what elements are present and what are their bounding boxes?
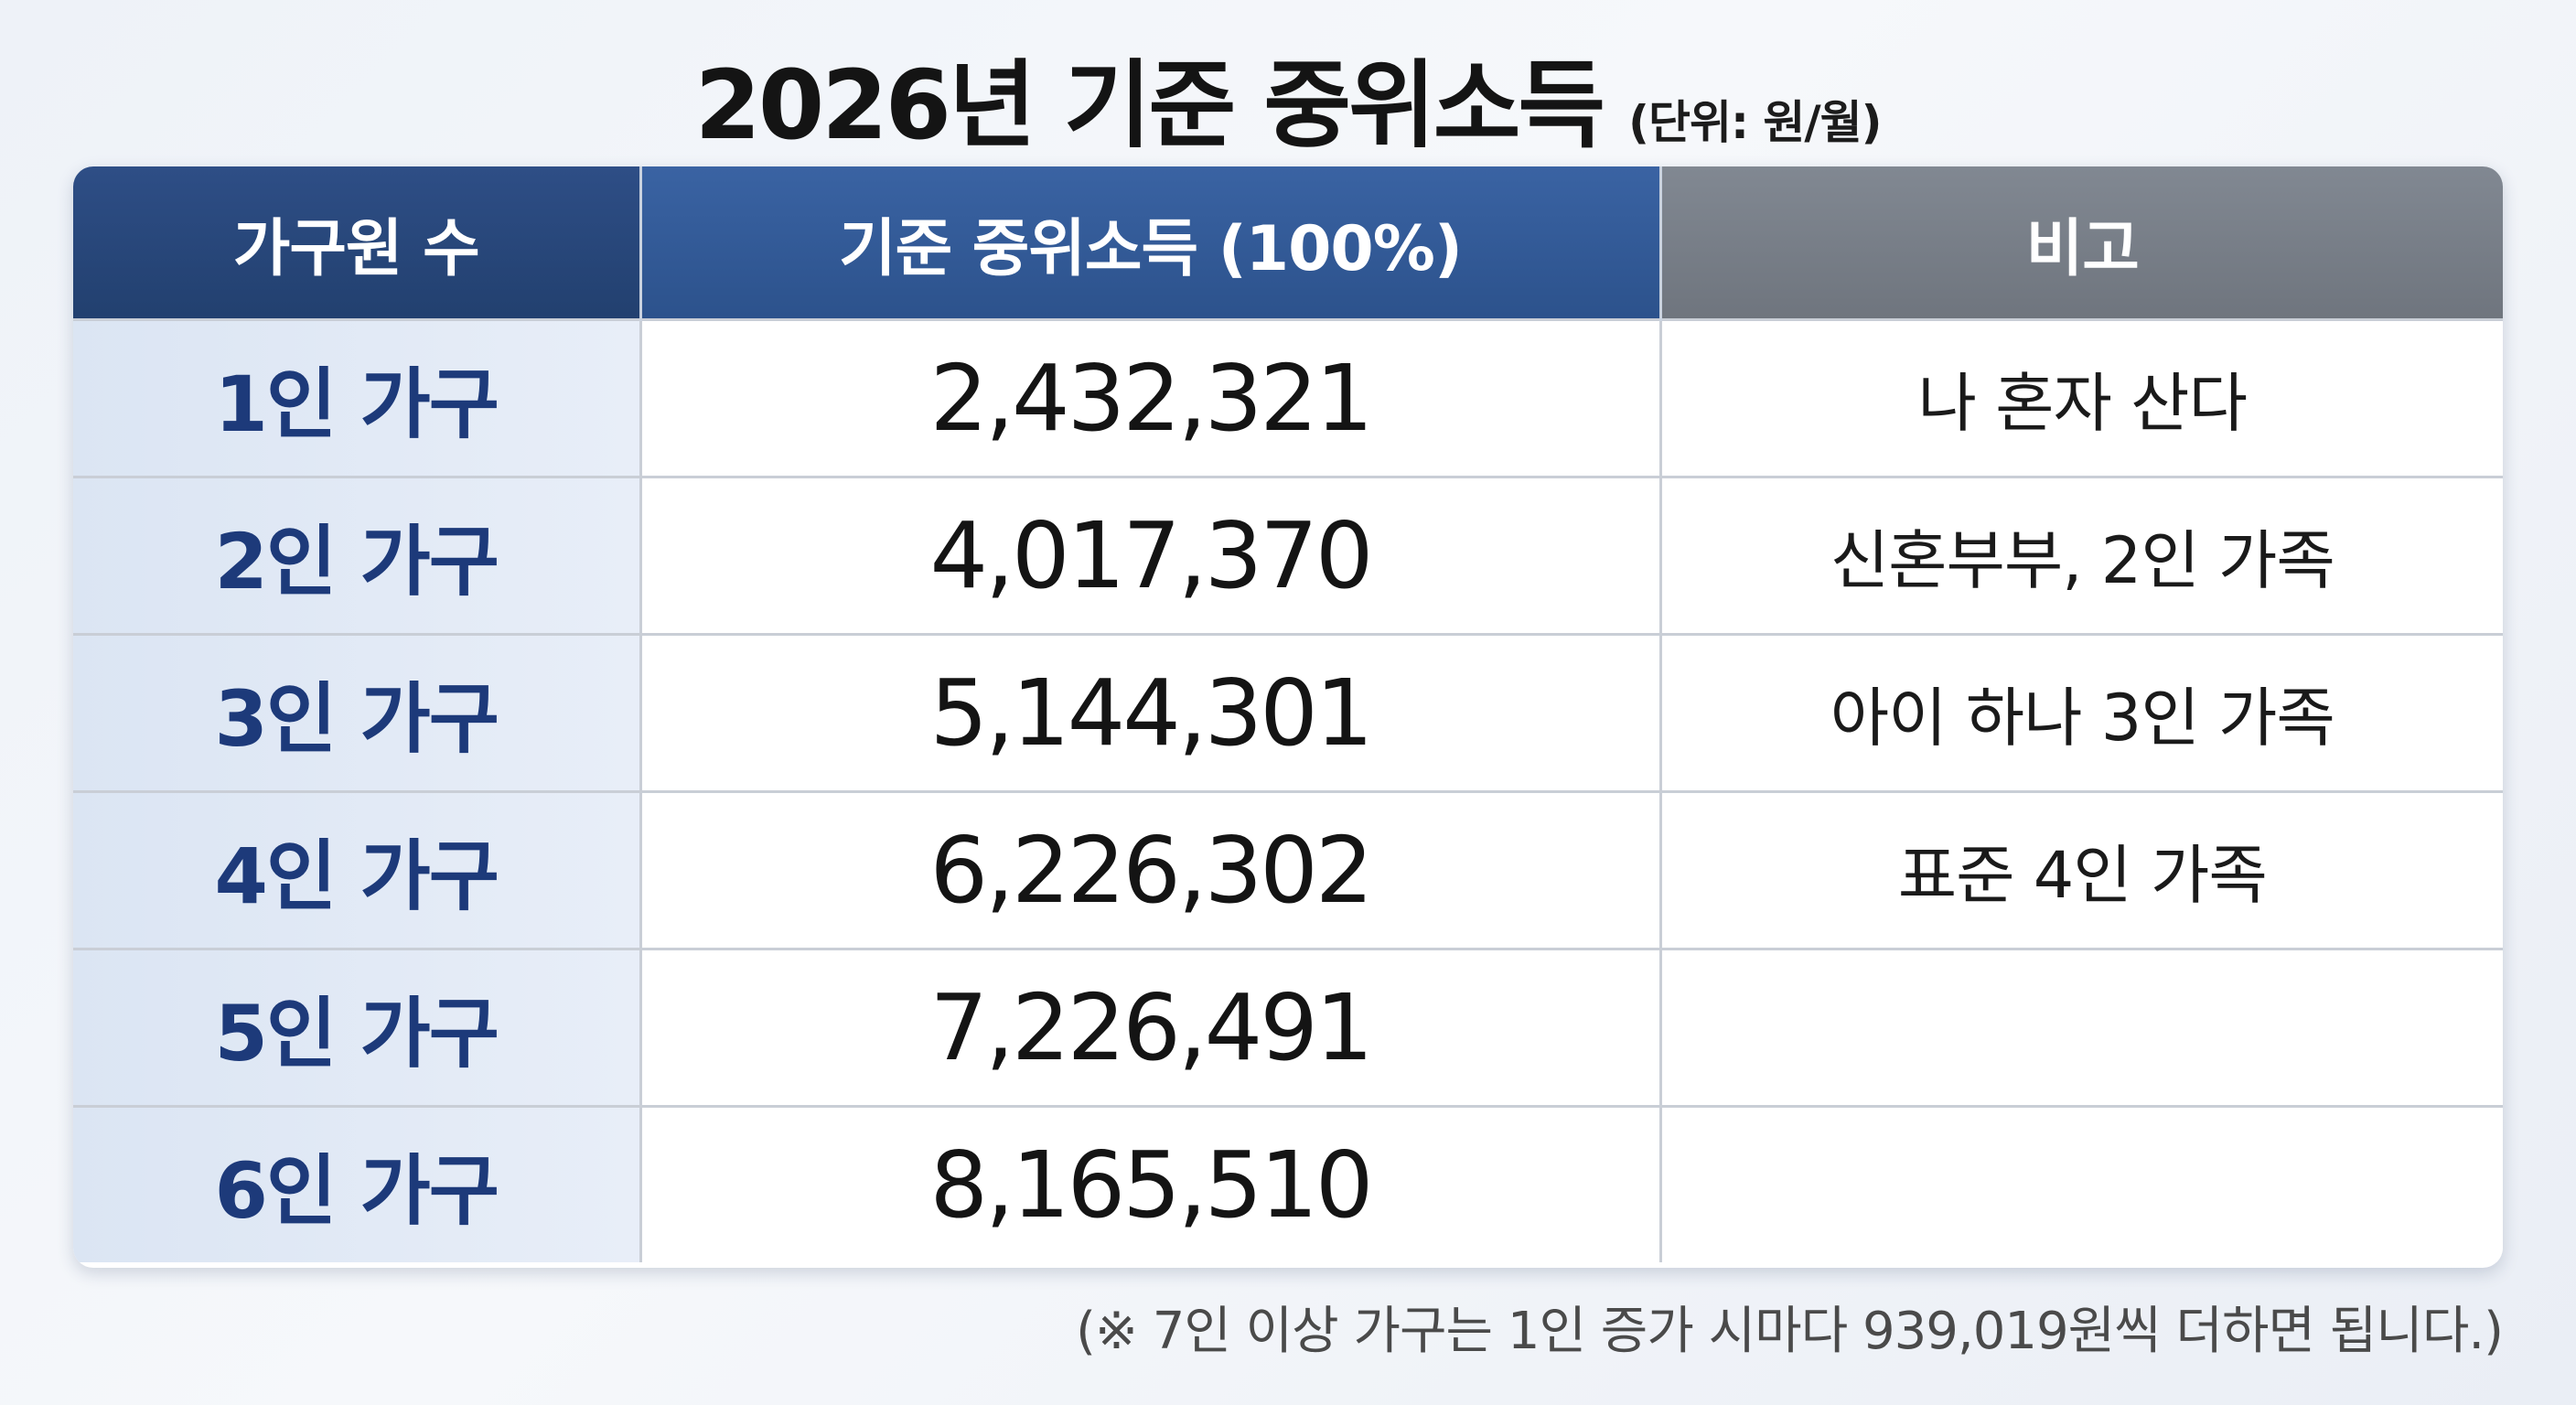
table-row: 4인 가구 6,226,302 표준 4인 가족	[73, 790, 2503, 949]
table-header-row: 가구원 수 기준 중위소득 (100%) 비고	[73, 166, 2503, 320]
note-cell: 표준 4인 가족	[1660, 790, 2503, 949]
table-row: 2인 가구 4,017,370 신혼부부, 2인 가족	[73, 476, 2503, 635]
household-size-cell: 3인 가구	[73, 633, 642, 792]
header-median-income: 기준 중위소득 (100%)	[640, 166, 1662, 320]
median-income-cell: 2,432,321	[640, 318, 1662, 477]
note-cell: 신혼부부, 2인 가족	[1660, 476, 2503, 635]
table-row: 5인 가구 7,226,491	[73, 948, 2503, 1107]
note-cell	[1660, 948, 2503, 1107]
title-row: 2026년 기준 중위소득 (단위: 원/월)	[0, 27, 2576, 161]
note-cell	[1660, 1105, 2503, 1262]
income-table: 가구원 수 기준 중위소득 (100%) 비고 1인 가구 2,432,321 …	[73, 166, 2503, 1262]
household-size-cell: 2인 가구	[73, 476, 642, 635]
household-size-cell: 4인 가구	[73, 790, 642, 949]
header-household-size: 가구원 수	[73, 166, 642, 320]
median-income-cell: 6,226,302	[640, 790, 1662, 949]
income-table-card: 가구원 수 기준 중위소득 (100%) 비고 1인 가구 2,432,321 …	[73, 166, 2503, 1268]
household-size-cell: 1인 가구	[73, 318, 642, 477]
footnote: (※ 7인 이상 가구는 1인 증가 시마다 939,019원씩 더하면 됩니다…	[1076, 1302, 2504, 1361]
median-income-cell: 7,226,491	[640, 948, 1662, 1107]
household-size-cell: 5인 가구	[73, 948, 642, 1107]
table-row: 1인 가구 2,432,321 나 혼자 산다	[73, 318, 2503, 477]
median-income-cell: 4,017,370	[640, 476, 1662, 635]
note-cell: 나 혼자 산다	[1660, 318, 2503, 477]
table-row: 6인 가구 8,165,510	[73, 1105, 2503, 1262]
median-income-cell: 5,144,301	[640, 633, 1662, 792]
unit-label: (단위: 원/월)	[1628, 96, 1882, 149]
table-row: 3인 가구 5,144,301 아이 하나 3인 가족	[73, 633, 2503, 792]
median-income-cell: 8,165,510	[640, 1105, 1662, 1262]
note-cell: 아이 하나 3인 가족	[1660, 633, 2503, 792]
household-size-cell: 6인 가구	[73, 1105, 642, 1262]
page-title: 2026년 기준 중위소득	[694, 49, 1605, 161]
header-note: 비고	[1660, 166, 2503, 320]
